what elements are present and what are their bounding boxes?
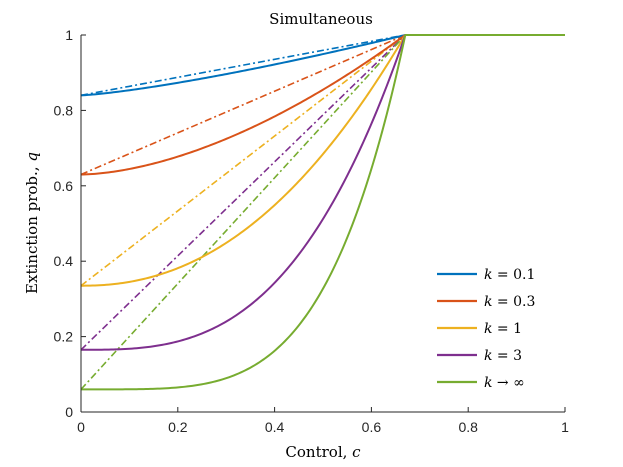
y-tick-label: 0 bbox=[65, 404, 73, 420]
legend: k = 0.1 k = 0.3 k = 1 k = 3 k → ∞ bbox=[437, 267, 535, 391]
series-2-line bbox=[81, 34, 565, 287]
y-tick-label: 0.4 bbox=[54, 253, 74, 269]
axes-layer: 0 0.2 0.4 0.6 0.8 1 0 0.2 0.4 0.6 0.8 1 bbox=[54, 27, 570, 435]
x-axis-label: Control, c bbox=[285, 443, 361, 461]
legend-label-2: k = 1 bbox=[484, 321, 522, 337]
legend-label-3: k = 3 bbox=[484, 348, 522, 364]
y-tick-label: 0.6 bbox=[54, 178, 74, 194]
y-tick-label: 0.2 bbox=[54, 329, 74, 345]
x-tick-label: 0.8 bbox=[458, 419, 478, 435]
legend-label-0: k = 0.1 bbox=[484, 267, 535, 283]
series-2-reference-line bbox=[80, 34, 406, 287]
chart-title: Simultaneous bbox=[269, 10, 373, 28]
y-tick-label: 0.8 bbox=[54, 102, 74, 118]
series-0-line bbox=[80, 34, 565, 97]
series-4-line bbox=[81, 34, 565, 391]
x-tick-label: 1 bbox=[561, 419, 569, 435]
series-3-line bbox=[80, 34, 565, 351]
x-tick-label: 0 bbox=[77, 419, 85, 435]
series-layer bbox=[80, 34, 565, 391]
x-tick-label: 0.4 bbox=[265, 419, 285, 435]
series-1-line bbox=[80, 34, 565, 176]
legend-label-1: k = 0.3 bbox=[484, 294, 535, 310]
y-tick-label: 1 bbox=[65, 27, 73, 43]
x-tick-label: 0.2 bbox=[168, 419, 188, 435]
series-4-reference-line bbox=[80, 34, 406, 390]
x-tick-label: 0.6 bbox=[362, 419, 382, 435]
series-3-reference-line bbox=[80, 34, 406, 351]
legend-label-4: k → ∞ bbox=[484, 375, 525, 391]
series-0-reference-line bbox=[80, 34, 406, 97]
series-1-reference-line bbox=[80, 34, 406, 176]
y-axis-label: Extinction prob., q bbox=[23, 152, 41, 294]
